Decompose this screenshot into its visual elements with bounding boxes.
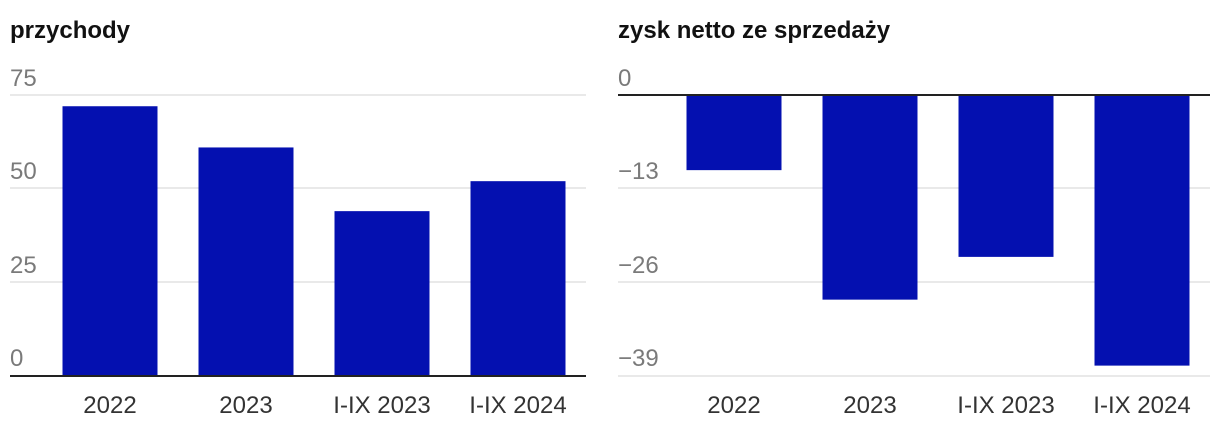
net-profit-bar: [686, 95, 782, 171]
revenue-xtick-label: 2023: [219, 392, 272, 419]
revenue-ytick-label: 75: [10, 65, 37, 92]
net-profit-bar: [1094, 95, 1190, 366]
net-profit-ytick-label: −39: [618, 345, 659, 372]
net-profit-ytick-label: −26: [618, 252, 659, 279]
revenue-bar: [62, 106, 158, 377]
net-profit-bar: [822, 95, 918, 300]
revenue-chart-title: przychody: [10, 17, 131, 44]
net-profit-xtick-label: 2022: [707, 392, 760, 419]
revenue-chart: przychody 75 50 25 0 2022 2023 I-IX 2023…: [10, 17, 586, 419]
net-profit-xtick-label: I-IX 2023: [957, 392, 1054, 419]
net-profit-xtick-label: 2023: [843, 392, 896, 419]
revenue-bar: [470, 181, 566, 376]
revenue-xtick-label: I-IX 2023: [333, 392, 430, 419]
net-profit-ytick-label: −13: [618, 158, 659, 185]
net-profit-chart: zysk netto ze sprzedaży 0 −13 −26 −39 20…: [618, 17, 1210, 419]
revenue-ytick-label: 0: [10, 345, 23, 372]
net-profit-bar: [958, 95, 1054, 257]
revenue-bar: [334, 211, 430, 376]
net-profit-chart-title: zysk netto ze sprzedaży: [618, 17, 891, 44]
revenue-xtick-label: 2022: [83, 392, 136, 419]
revenue-bar: [198, 147, 294, 376]
net-profit-xtick-label: I-IX 2024: [1093, 392, 1190, 419]
revenue-ytick-label: 50: [10, 158, 37, 185]
revenue-xtick-label: I-IX 2024: [469, 392, 566, 419]
revenue-ytick-label: 25: [10, 252, 37, 279]
net-profit-bars: [686, 95, 1190, 366]
net-profit-ytick-label: 0: [618, 65, 631, 92]
revenue-bars: [62, 106, 566, 377]
